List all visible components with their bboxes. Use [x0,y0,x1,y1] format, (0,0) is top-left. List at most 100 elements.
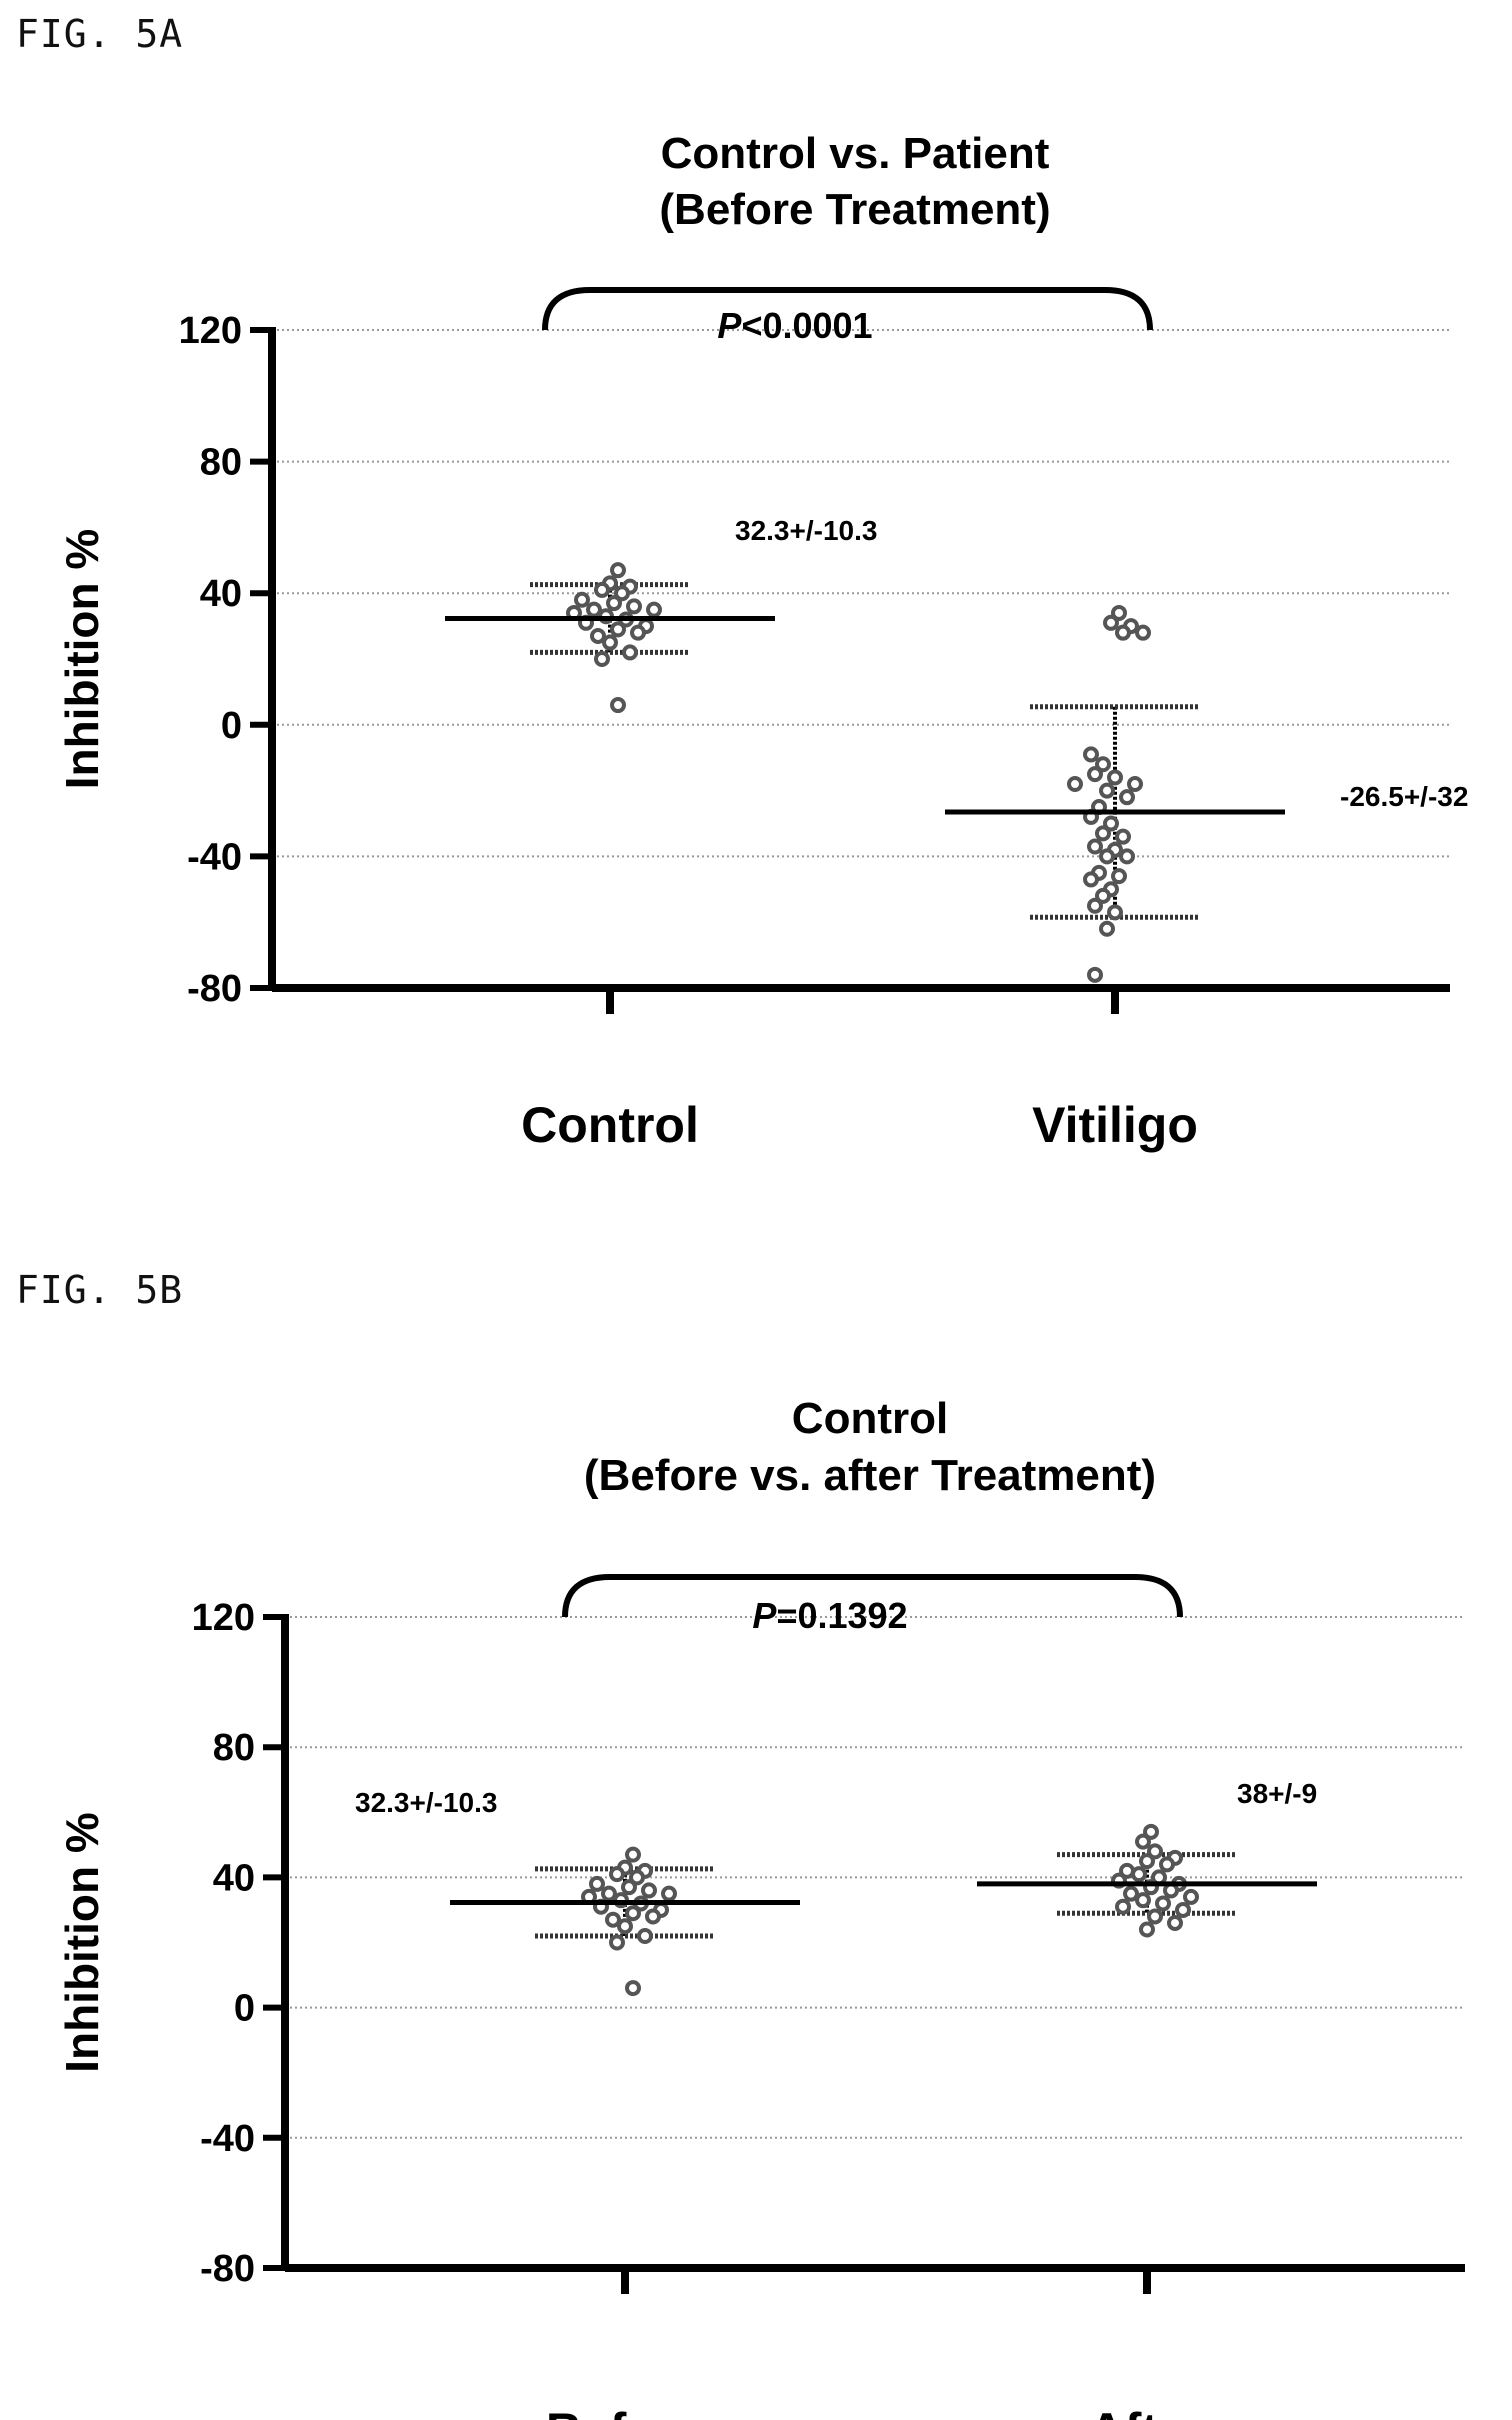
category-label: Control [521,1097,699,1153]
figure-label-5a: FIG. 5A [16,12,184,56]
chart-title-line2: (Before vs. after Treatment) [584,1451,1156,1500]
data-point [1115,624,1131,641]
data-point [590,627,606,644]
data-point [630,624,646,641]
data-point [621,1879,637,1896]
data-point [574,591,590,608]
data-point [1111,604,1127,621]
y-tick-label: 0 [221,705,242,747]
data-point [1115,828,1131,845]
y-tick-label: 80 [213,1727,255,1769]
figure-label-5b: FIG. 5B [16,1268,184,1312]
data-point [594,581,610,598]
p-value-label: P<0.0001 [717,305,872,346]
data-point [1135,1892,1151,1909]
data-point [609,1866,625,1883]
y-tick-label: 120 [192,1597,255,1639]
chart-title-line1: Control [792,1394,948,1443]
p-value-symbol: P [752,1595,777,1636]
data-point [1099,920,1115,937]
category-label: After [1089,2403,1206,2420]
data-point [637,1927,653,1944]
chart-panel-5a: Control vs. Patient (Before Treatment) 120… [56,129,1468,1153]
data-point [1135,624,1151,641]
data-point [1087,766,1103,783]
data-point [1115,1898,1131,1915]
data-point [1135,1833,1151,1850]
data-point [1167,1914,1183,1931]
data-point [625,1980,641,1997]
data-point [661,1885,677,1902]
data-point [1123,1885,1139,1902]
data-point [1147,1843,1163,1860]
significance-bracket [542,287,1153,331]
mean-sd-annotation: 38+/-9 [1237,1778,1317,1809]
mean-sd-annotation: 32.3+/-10.3 [735,515,877,546]
data-point [645,1908,661,1925]
data-point [641,1882,657,1899]
data-point [1099,848,1115,865]
data-point [614,585,630,602]
y-tick-label: 80 [200,442,242,484]
y-tick-label: 120 [179,310,242,352]
y-tick-label: -40 [200,2118,255,2160]
chart-panel-5b: Control (Before vs. after Treatment) 120 80… [56,1394,1465,2420]
data-point [1111,868,1127,885]
data-point [610,562,626,579]
data-point [1107,904,1123,921]
data-point [586,601,602,618]
data-point [1107,769,1123,786]
mean-sd-annotation: -26.5+/-32 [1340,781,1468,812]
category-label: Vitiligo [1032,1097,1198,1153]
y-axis-label: Inhibition % [56,1812,108,2073]
data-point [1139,1921,1155,1938]
data-point [609,1934,625,1951]
data-point [1103,614,1119,631]
data-point [1175,1901,1191,1918]
data-point [1087,897,1103,914]
data-point [594,651,610,667]
y-tick-label: 40 [213,1857,255,1899]
mean-sd-annotation: 32.3+/-10.3 [355,1787,497,1818]
data-point [646,601,662,618]
data-point [610,697,626,714]
y-tick-label: -40 [187,836,242,878]
data-point [1143,1823,1159,1840]
chart-title-line2: (Before Treatment) [659,185,1050,234]
data-point [1119,848,1135,865]
data-point [1119,789,1135,806]
y-tick-label: -80 [187,968,242,1010]
data-point [629,1869,645,1886]
y-axis-label: Inhibition % [56,529,108,790]
data-point [610,621,626,638]
data-point [1083,746,1099,763]
data-point [606,595,622,612]
data-point [601,1885,617,1902]
data-point [602,634,618,651]
p-value-symbol: P [717,305,742,346]
data-point [1183,1888,1199,1905]
data-point [1127,776,1143,793]
y-tick-label: 40 [200,573,242,615]
data-point [625,1846,641,1863]
data-point [1095,756,1111,773]
y-tick-label: 0 [234,1988,255,2030]
data-point [1147,1908,1163,1925]
data-point [1083,871,1099,888]
data-point [1087,838,1103,855]
p-value-text: =0.1392 [776,1595,907,1636]
data-point [1159,1856,1175,1873]
data-point [1103,815,1119,832]
data-point [589,1875,605,1892]
significance-bracket [562,1574,1183,1618]
data-point [1155,1895,1171,1912]
data-point [1131,1866,1147,1883]
data-point [1095,887,1111,904]
data-point [1087,966,1103,983]
p-value-label: P=0.1392 [752,1595,907,1636]
data-point [617,1918,633,1935]
data-point [1139,1853,1155,1870]
p-value-text: <0.0001 [741,305,872,346]
data-point [626,598,642,615]
category-label: Before [546,2403,704,2420]
